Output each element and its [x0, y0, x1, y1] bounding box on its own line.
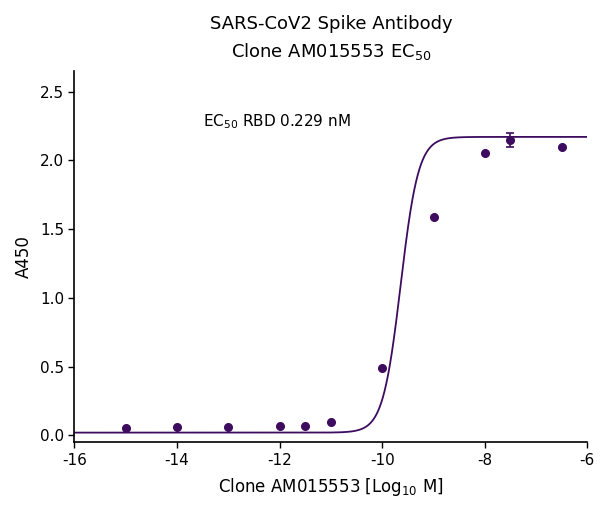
- X-axis label: Clone AM015553 [Log$_{10}$ M]: Clone AM015553 [Log$_{10}$ M]: [218, 476, 443, 498]
- Y-axis label: A450: A450: [15, 235, 33, 278]
- Text: EC$_{50}$ RBD 0.229 nM: EC$_{50}$ RBD 0.229 nM: [203, 112, 350, 131]
- Title: SARS-CoV2 Spike Antibody
Clone AM015553 EC$_{50}$: SARS-CoV2 Spike Antibody Clone AM015553 …: [210, 15, 452, 62]
